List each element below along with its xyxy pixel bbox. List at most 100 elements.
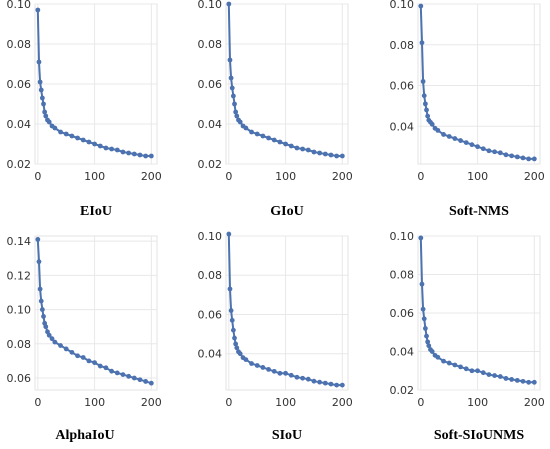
x-tick-label: 0 bbox=[225, 396, 232, 409]
data-point bbox=[137, 152, 143, 158]
data-point bbox=[497, 150, 503, 156]
y-tick-label: 0.04 bbox=[390, 346, 415, 359]
data-point bbox=[334, 382, 340, 388]
y-tick-label: 0.10 bbox=[198, 0, 223, 11]
x-tick-label: 100 bbox=[84, 396, 105, 409]
chart-title-giou: GIoU bbox=[270, 204, 304, 219]
data-point bbox=[266, 135, 271, 141]
data-point bbox=[441, 358, 446, 364]
chart-1: 0 100 200 0.02 0.04 0.06 0.08 0.10 bbox=[198, 0, 353, 183]
data-point bbox=[288, 143, 294, 149]
data-point bbox=[75, 135, 80, 141]
data-point bbox=[103, 365, 109, 371]
data-point bbox=[75, 353, 80, 359]
y-tick-label: 0.02 bbox=[198, 158, 223, 171]
data-point bbox=[148, 380, 154, 386]
y-tick-label: 0.06 bbox=[7, 78, 32, 91]
data-point bbox=[260, 133, 266, 139]
x-tick-label: 200 bbox=[524, 170, 545, 183]
y-tick-label: 0.10 bbox=[7, 304, 32, 317]
data-point bbox=[322, 151, 328, 157]
data-point bbox=[480, 146, 486, 152]
data-point bbox=[328, 381, 334, 387]
y-tick-label: 0.06 bbox=[390, 307, 415, 320]
data-point bbox=[228, 75, 234, 81]
data-point bbox=[294, 145, 300, 151]
data-point bbox=[69, 133, 75, 139]
x-tick-label: 200 bbox=[332, 170, 353, 183]
data-point bbox=[311, 149, 317, 155]
data-point bbox=[97, 363, 103, 369]
y-tick-label: 0.10 bbox=[390, 0, 415, 11]
y-tick-label: 0.08 bbox=[198, 269, 223, 282]
data-point bbox=[126, 150, 132, 156]
data-point bbox=[254, 131, 260, 137]
data-point bbox=[283, 370, 288, 376]
data-point bbox=[137, 377, 143, 383]
data-point bbox=[418, 3, 424, 9]
y-tick-label: 0.04 bbox=[198, 118, 223, 131]
data-point bbox=[514, 377, 520, 383]
y-tick-label: 0.04 bbox=[7, 118, 32, 131]
y-tick-label: 0.08 bbox=[198, 38, 223, 51]
data-point bbox=[266, 367, 271, 372]
data-point bbox=[452, 362, 458, 368]
data-point bbox=[526, 156, 532, 162]
data-point bbox=[435, 354, 441, 360]
data-point bbox=[271, 368, 277, 374]
data-point bbox=[229, 317, 235, 323]
data-point bbox=[480, 370, 486, 376]
chart-5: 0 100 200 0.02 0.04 0.06 0.08 0.10 bbox=[390, 230, 545, 409]
plot-area bbox=[225, 235, 349, 391]
x-tick-label: 100 bbox=[275, 170, 296, 183]
data-point bbox=[114, 147, 120, 153]
data-point bbox=[503, 376, 509, 381]
y-tick-label: 0.06 bbox=[390, 80, 415, 93]
data-point bbox=[41, 101, 46, 107]
data-point bbox=[109, 368, 115, 374]
data-point bbox=[233, 341, 239, 347]
data-point bbox=[520, 155, 526, 161]
data-point bbox=[131, 375, 137, 381]
data-point bbox=[463, 366, 469, 372]
chart-title-soft-nms: Soft-NMS bbox=[449, 204, 509, 219]
data-point bbox=[49, 336, 55, 342]
data-point bbox=[328, 152, 334, 158]
data-point bbox=[38, 87, 44, 93]
y-tick-label: 0.08 bbox=[7, 338, 32, 351]
data-point bbox=[475, 368, 480, 374]
data-point bbox=[305, 147, 311, 153]
data-point bbox=[37, 79, 43, 85]
data-point bbox=[229, 85, 235, 91]
data-point bbox=[38, 298, 44, 304]
y-tick-label: 0.12 bbox=[7, 269, 32, 282]
data-point bbox=[452, 136, 458, 141]
data-point bbox=[237, 119, 243, 125]
data-point bbox=[234, 345, 240, 351]
data-point bbox=[311, 378, 317, 384]
data-point bbox=[131, 151, 137, 157]
data-point bbox=[103, 145, 109, 151]
data-point bbox=[531, 379, 537, 385]
data-point bbox=[339, 382, 345, 388]
data-point bbox=[52, 125, 58, 131]
data-point bbox=[46, 332, 52, 338]
data-point bbox=[35, 7, 41, 13]
y-tick-label: 0.08 bbox=[390, 269, 415, 282]
data-point bbox=[441, 132, 446, 137]
y-tick-label: 0.02 bbox=[390, 384, 415, 397]
data-point bbox=[143, 379, 149, 384]
data-point bbox=[63, 346, 69, 352]
data-point bbox=[420, 306, 426, 312]
data-point bbox=[300, 146, 306, 152]
x-tick-label: 200 bbox=[524, 396, 545, 409]
data-point bbox=[422, 326, 428, 331]
data-point bbox=[92, 141, 97, 147]
data-point bbox=[80, 355, 86, 360]
data-point bbox=[317, 379, 323, 385]
data-point bbox=[58, 343, 63, 348]
data-point bbox=[492, 373, 498, 378]
data-point bbox=[227, 286, 233, 292]
chart-4: 0 100 200 0.04 0.06 0.08 0.10 bbox=[198, 230, 353, 409]
